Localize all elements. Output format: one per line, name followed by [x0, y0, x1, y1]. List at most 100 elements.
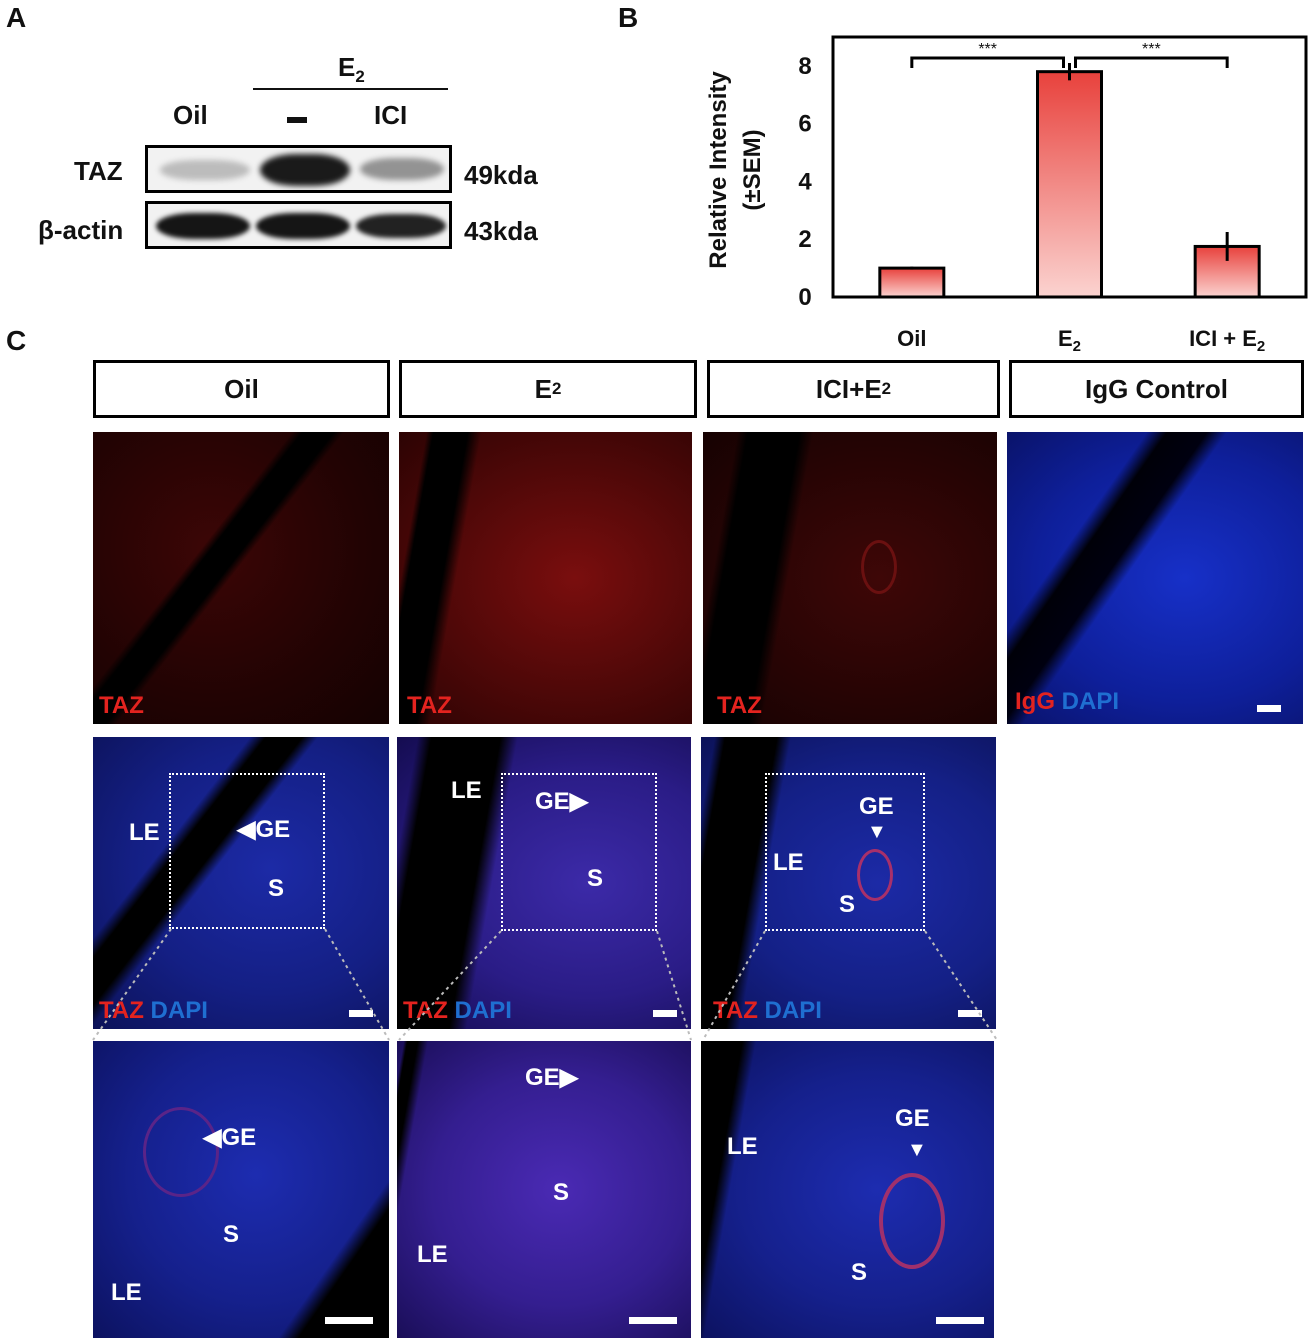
stain-label-taz: TAZ: [717, 692, 762, 719]
lumen: [399, 432, 692, 724]
label-s: S: [839, 891, 856, 918]
x-tick-label: Oil: [897, 326, 926, 351]
scale-bar: [325, 1317, 373, 1324]
blot-row-actin-label: β-actin: [38, 215, 124, 245]
gland-ring: [879, 1173, 945, 1269]
stain-label-dapi: DAPI: [764, 997, 822, 1024]
micrograph-merge-oil: LE ◀GE S TAZ DAPI: [93, 737, 389, 1029]
blot-header-text: E: [338, 52, 356, 82]
scale-bar: [1257, 705, 1281, 712]
y-axis-label-line2: (±SEM): [739, 129, 766, 210]
condition-box-igg: IgG Control: [1009, 360, 1304, 418]
label-le: LE: [727, 1133, 758, 1160]
condition-label: ICI+E: [815, 373, 882, 404]
blot-header-line: [253, 88, 448, 90]
label-s: S: [268, 875, 285, 902]
actin-band-ici: [356, 214, 446, 238]
bar-0: [878, 266, 946, 299]
micrograph-zoom-ici: LE GE ▼ S: [701, 1041, 994, 1338]
blot-lane-ici: ICI: [374, 100, 408, 130]
stain-label-dapi: DAPI: [1061, 688, 1120, 715]
stain-label-taz: TAZ: [99, 692, 144, 719]
micrograph-igg-control: IgG DAPI: [1007, 432, 1303, 724]
gland-ring: [861, 540, 897, 594]
panel-label-a: A: [6, 2, 27, 33]
panel-label-c: C: [6, 325, 27, 356]
scale-bar: [349, 1010, 373, 1017]
y-tick-label: 6: [798, 111, 811, 138]
scale-bar: [653, 1010, 677, 1017]
condition-sub: 2: [551, 379, 562, 398]
blot-row-taz-size: 49kda: [464, 160, 538, 190]
micrograph-taz-ici: TAZ: [703, 432, 997, 724]
stain-label-igg-dapi: IgG DAPI: [1015, 688, 1119, 716]
label-ge: ◀GE: [203, 1124, 257, 1151]
label-le: LE: [129, 819, 160, 846]
stain-label-taz: TAZ: [407, 692, 452, 719]
lumen: [93, 737, 389, 1029]
scale-bar: [958, 1010, 982, 1017]
micrograph-taz-e2: TAZ: [399, 432, 692, 724]
label-ge: GE▶: [525, 1064, 579, 1091]
micrograph-zoom-oil: ◀GE S LE: [93, 1041, 389, 1338]
lumen: [397, 737, 691, 1029]
taz-blot: [145, 145, 452, 193]
condition-box-oil: Oil: [93, 360, 390, 418]
blot-header: E2: [338, 52, 365, 87]
lumen: [93, 432, 389, 724]
panel-label-b: B: [618, 2, 639, 33]
stain-label-taz-dapi: TAZ DAPI: [403, 997, 512, 1025]
blot-lane-oil: Oil: [173, 100, 208, 130]
condition-box-ici-e2: ICI+E 2: [707, 360, 1000, 418]
micrograph-merge-e2: LE GE▶ S TAZ DAPI: [397, 737, 691, 1029]
zoom-region-box: [501, 773, 657, 931]
taz-band-oil: [160, 160, 250, 180]
bar-1: [1036, 70, 1103, 299]
ge-arrow: ▼: [907, 1139, 927, 1161]
y-tick-label: 4: [798, 168, 812, 195]
condition-label: E: [534, 373, 552, 404]
scale-bar: [629, 1317, 677, 1324]
micrograph-merge-ici: LE GE ▼ S TAZ DAPI: [701, 737, 996, 1029]
label-le: LE: [417, 1241, 448, 1268]
actin-band-e2: [256, 213, 350, 239]
blot-row-actin-size: 43kda: [464, 216, 538, 246]
stain-label-dapi: DAPI: [454, 997, 512, 1024]
ge-arrow: ▼: [867, 821, 887, 843]
label-ge-text: GE: [535, 788, 570, 815]
blot-row-taz-label: TAZ: [74, 156, 123, 186]
taz-band-ici: [360, 158, 444, 180]
stain-label-taz-dapi: TAZ DAPI: [99, 997, 208, 1025]
label-s: S: [587, 865, 604, 892]
lumen: [701, 737, 996, 1029]
label-ge-text: GE: [525, 1064, 560, 1091]
label-s: S: [553, 1179, 570, 1206]
bar-chart: 0 2 4 6 8 *** *** Oil E2 ICI + E2 Relative Inte…: [705, 35, 1308, 355]
micrograph-taz-oil: TAZ: [93, 432, 389, 724]
lumen: [93, 1041, 389, 1338]
blot-lane-minus: [287, 117, 307, 123]
significance-label: ***: [978, 41, 997, 58]
stain-label-igg: IgG: [1015, 688, 1055, 715]
scale-bar: [936, 1317, 984, 1324]
stain-label-taz: TAZ: [99, 997, 144, 1024]
y-tick-label: 8: [798, 53, 811, 80]
zoom-region-box: [169, 773, 325, 929]
label-le: LE: [773, 849, 804, 876]
x-tick-label: E2: [1058, 326, 1081, 355]
label-le: LE: [111, 1279, 142, 1306]
lumen: [1007, 432, 1303, 724]
significance-label: ***: [1142, 41, 1161, 58]
stain-label-dapi: DAPI: [150, 997, 208, 1024]
taz-band-e2: [260, 154, 350, 186]
gland-ring: [857, 849, 893, 901]
label-ge: ◀GE: [237, 816, 291, 843]
significance-bracket: [910, 56, 1065, 68]
label-ge-text: GE: [221, 1124, 257, 1151]
label-ge: GE▶: [535, 788, 589, 815]
y-tick-label: 2: [798, 226, 811, 253]
label-ge: GE: [895, 1105, 930, 1132]
gland-ring: [143, 1107, 219, 1197]
